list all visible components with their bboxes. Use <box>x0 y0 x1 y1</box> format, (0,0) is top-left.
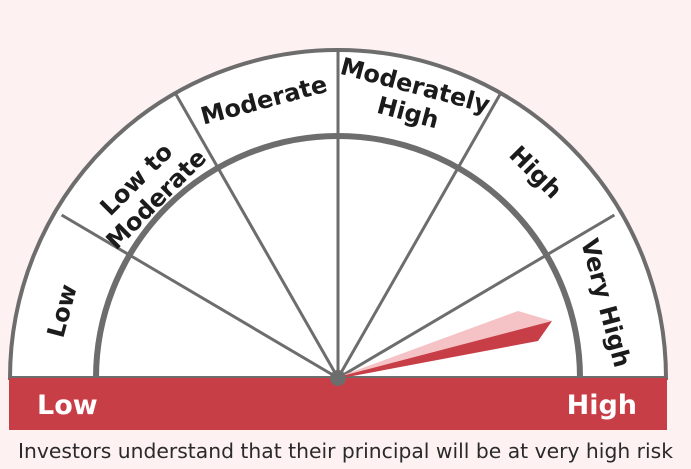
dial-inner-arc <box>93 133 583 379</box>
needle <box>338 311 552 378</box>
divider-1 <box>60 213 339 380</box>
needle-dark <box>338 321 552 378</box>
divider-2 <box>173 92 340 379</box>
dial-dividers <box>60 50 616 380</box>
needle-pivot <box>330 370 346 386</box>
scale-high-label: High <box>567 390 637 421</box>
risk-caption: Investors understand that their principa… <box>18 439 673 463</box>
needle-light <box>338 311 552 377</box>
scale-bar <box>9 378 667 430</box>
divider-4 <box>336 92 503 379</box>
scale-low-label: Low <box>37 390 98 421</box>
divider-5 <box>337 213 616 380</box>
